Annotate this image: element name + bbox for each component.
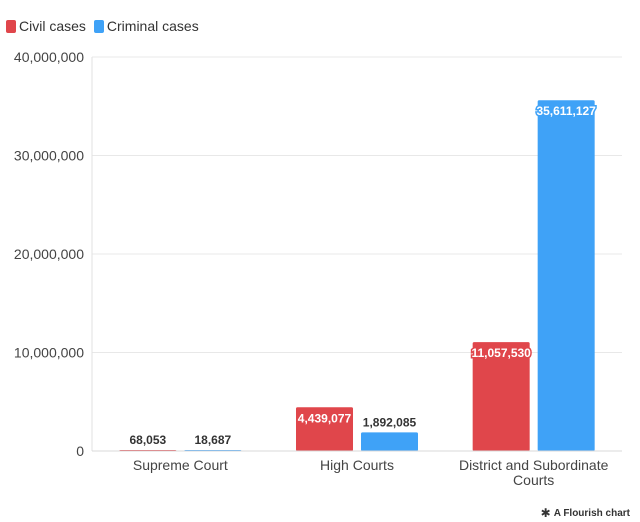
- data-label: 35,611,127: [536, 104, 596, 118]
- bar: [537, 100, 595, 451]
- data-label: 18,687: [194, 433, 231, 447]
- legend-label-criminal: Criminal cases: [106, 18, 199, 34]
- flourish-asterisk-icon: ✱: [540, 506, 551, 520]
- legend-item-civil[interactable]: Civil cases: [6, 18, 86, 34]
- y-tick-label: 30,000,000: [14, 148, 84, 164]
- flourish-credit-label: A Flourish chart: [553, 507, 630, 519]
- legend-item-criminal[interactable]: Criminal cases: [93, 18, 199, 34]
- x-tick-label: District and Subordinate: [459, 457, 609, 473]
- y-tick-label: 10,000,000: [14, 345, 84, 361]
- data-label: 68,053: [129, 433, 166, 447]
- data-label: 4,439,077: [298, 411, 352, 425]
- data-label: 1,892,085: [363, 415, 417, 429]
- legend-swatch-criminal: [93, 19, 104, 33]
- legend-swatch-civil: [6, 19, 16, 33]
- flourish-credit[interactable]: ✱ A Flourish chart: [541, 507, 630, 519]
- bar: [472, 342, 530, 451]
- x-tick-label: Supreme Court: [133, 457, 228, 473]
- y-tick-label: 20,000,000: [14, 246, 84, 262]
- data-label: 11,057,530: [471, 346, 531, 360]
- y-tick-label: 0: [76, 443, 84, 459]
- legend-label-civil: Civil cases: [19, 18, 86, 34]
- x-tick-label: High Courts: [320, 457, 394, 473]
- legend: Civil cases Criminal cases: [6, 18, 199, 34]
- bar: [361, 432, 418, 451]
- bar: [296, 407, 353, 451]
- x-tick-label: Courts: [513, 472, 554, 488]
- y-tick-label: 40,000,000: [14, 49, 84, 65]
